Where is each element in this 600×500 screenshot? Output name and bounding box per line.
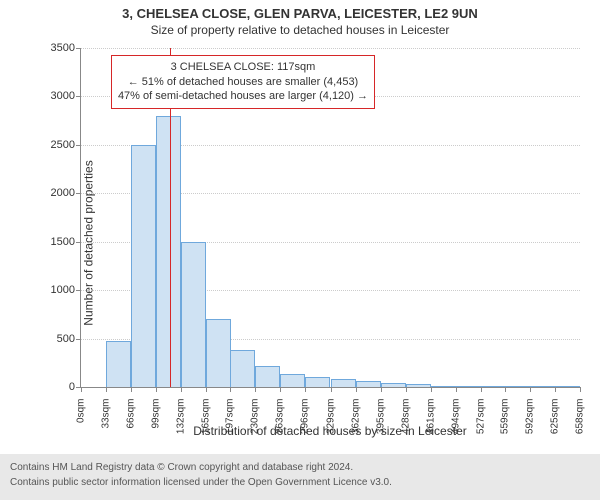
x-tick-mark	[131, 387, 132, 392]
y-tick-mark	[76, 290, 81, 291]
x-tick-mark	[580, 387, 581, 392]
x-tick-mark	[81, 387, 82, 392]
page-title: 3, CHELSEA CLOSE, GLEN PARVA, LEICESTER,…	[0, 0, 600, 21]
x-tick-mark	[156, 387, 157, 392]
histogram-bar	[456, 386, 481, 387]
x-axis-label: Distribution of detached houses by size …	[80, 424, 580, 438]
plot-area: 05001000150020002500300035000sqm33sqm66s…	[80, 48, 580, 388]
histogram-bar	[305, 377, 330, 387]
x-tick-mark	[106, 387, 107, 392]
x-tick-mark	[181, 387, 182, 392]
x-tick-mark	[230, 387, 231, 392]
annotation-line: 3 CHELSEA CLOSE: 117sqm	[118, 60, 368, 75]
y-tick-mark	[76, 96, 81, 97]
x-tick-label: 0sqm	[76, 393, 87, 423]
chart-area: Number of detached properties 0500100015…	[0, 38, 600, 448]
x-tick-mark	[305, 387, 306, 392]
x-tick-mark	[481, 387, 482, 392]
y-tick-mark	[76, 193, 81, 194]
x-tick-mark	[206, 387, 207, 392]
histogram-bar	[255, 366, 280, 387]
y-tick-mark	[76, 48, 81, 49]
x-tick-mark	[331, 387, 332, 392]
histogram-bar	[555, 386, 580, 387]
x-tick-mark	[280, 387, 281, 392]
x-tick-mark	[255, 387, 256, 392]
x-tick-mark	[530, 387, 531, 392]
x-tick-mark	[381, 387, 382, 392]
histogram-bar	[356, 381, 381, 387]
histogram-bar	[106, 341, 131, 387]
histogram-bar	[481, 386, 506, 387]
histogram-bar	[131, 145, 156, 387]
histogram-bar	[156, 116, 181, 387]
histogram-bar	[280, 374, 305, 387]
x-tick-mark	[505, 387, 506, 392]
histogram-bar	[206, 319, 231, 387]
page-subtitle: Size of property relative to detached ho…	[0, 21, 600, 37]
chart-container: { "header": { "title_main": "3, CHELSEA …	[0, 0, 600, 500]
footer-line-1: Contains HM Land Registry data © Crown c…	[10, 460, 590, 475]
annotation-line: ← 51% of detached houses are smaller (4,…	[118, 75, 368, 90]
footer: Contains HM Land Registry data © Crown c…	[0, 454, 600, 500]
x-tick-mark	[555, 387, 556, 392]
histogram-bar	[230, 350, 255, 387]
y-tick-mark	[76, 339, 81, 340]
x-tick-mark	[356, 387, 357, 392]
x-tick-mark	[431, 387, 432, 392]
gridline-h	[81, 48, 580, 49]
x-tick-mark	[456, 387, 457, 392]
histogram-bar	[181, 242, 206, 387]
y-tick-mark	[76, 145, 81, 146]
annotation-box: 3 CHELSEA CLOSE: 117sqm← 51% of detached…	[111, 55, 375, 110]
histogram-bar	[406, 384, 431, 387]
footer-line-2: Contains public sector information licen…	[10, 475, 590, 490]
annotation-line: 47% of semi-detached houses are larger (…	[118, 89, 368, 104]
histogram-bar	[431, 386, 456, 387]
histogram-bar	[381, 383, 406, 387]
histogram-bar	[331, 379, 356, 387]
histogram-bar	[530, 386, 555, 387]
x-tick-mark	[406, 387, 407, 392]
histogram-bar	[505, 386, 530, 387]
y-tick-mark	[76, 242, 81, 243]
